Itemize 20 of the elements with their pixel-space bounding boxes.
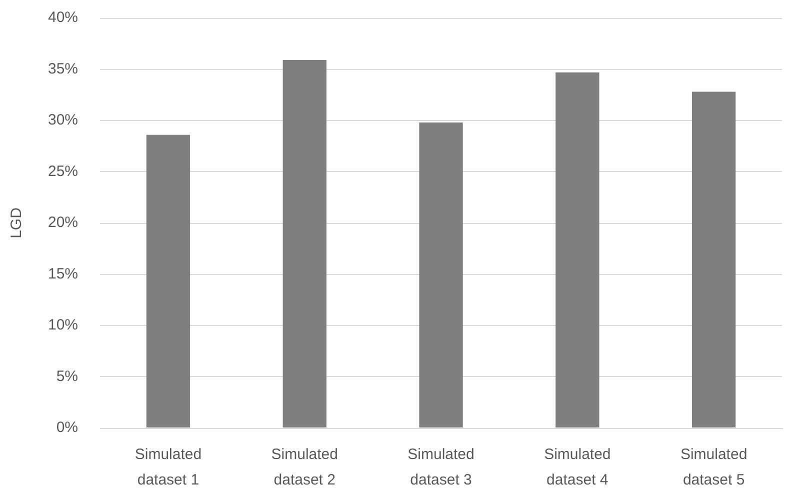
y-tick-label: 0% (56, 419, 78, 436)
y-tick-label: 10% (48, 316, 78, 334)
bar (692, 92, 736, 428)
y-tick-label: 5% (56, 368, 78, 385)
bar (419, 122, 463, 428)
bar (556, 72, 600, 428)
y-tick-label: 20% (48, 214, 78, 232)
x-tick-label: Simulated dataset 3 (408, 446, 474, 488)
y-axis-title: LGD (8, 207, 26, 238)
y-tick-label: 40% (48, 9, 78, 26)
x-tick-label: Simulated dataset 1 (134, 446, 202, 488)
y-tick-label: 35% (48, 60, 78, 78)
x-tick-label: Simulated dataset 5 (680, 446, 748, 488)
y-tick-label: 25% (48, 162, 78, 180)
bar (146, 134, 190, 428)
x-tick-label: Simulated dataset 4 (544, 446, 611, 488)
x-tick-label: Simulated dataset 2 (271, 446, 338, 488)
y-tick-label: 15% (48, 265, 78, 282)
bar (282, 60, 326, 428)
y-tick-label: 30% (48, 112, 78, 129)
